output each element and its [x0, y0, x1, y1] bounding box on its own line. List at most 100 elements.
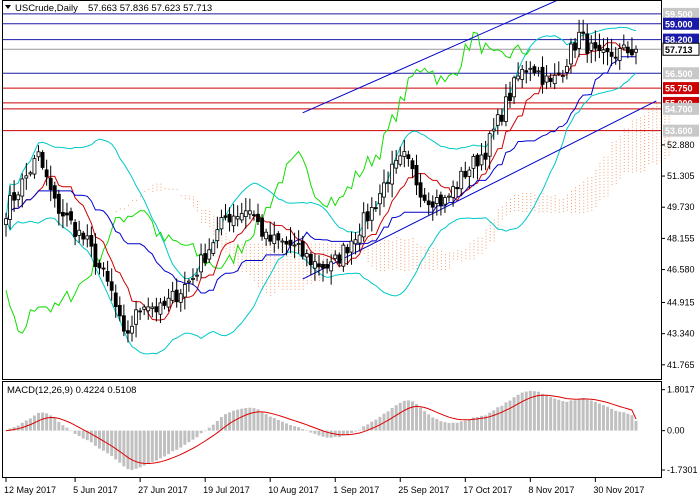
cloud-dot: [371, 244, 373, 246]
cloud-dot: [371, 241, 373, 243]
tenkan-line: [5, 41, 637, 321]
macd-bar: [154, 430, 158, 461]
cloud-dot: [302, 279, 304, 281]
cloud-dot: [343, 243, 345, 245]
cloud-dot: [469, 258, 471, 260]
macd-bar: [593, 401, 597, 431]
cloud-dot: [233, 255, 235, 257]
cloud-dot: [392, 247, 394, 249]
cloud-dot: [522, 195, 524, 197]
cloud-dot: [518, 207, 520, 208]
cloud-dot: [408, 242, 410, 244]
cloud-dot: [627, 158, 629, 160]
cloud-dot: [327, 246, 329, 248]
cloud-dot: [644, 167, 646, 168]
cloud-dot: [408, 257, 410, 259]
cloud-dot: [664, 116, 666, 117]
cloud-dot: [591, 207, 593, 209]
macd-bar: [402, 400, 406, 431]
cloud-dot: [127, 205, 129, 206]
cloud-dot: [603, 192, 605, 194]
cloud-dot: [156, 186, 158, 188]
channel-lower-line: [302, 100, 657, 280]
cloud-dot: [274, 249, 276, 251]
cloud-dot: [575, 211, 576, 213]
cloud-dot: [253, 279, 255, 281]
candle-body: [487, 133, 492, 157]
cloud-dot: [522, 204, 524, 206]
macd-bar: [317, 430, 321, 436]
cloud-dot: [388, 258, 390, 260]
cloud-dot: [290, 279, 292, 281]
trend-channel: [302, 0, 657, 280]
candle-body: [463, 170, 468, 178]
cloud-dot: [384, 249, 385, 251]
candle-body: [187, 280, 191, 283]
cloud-dot: [306, 267, 308, 269]
cloud-dot: [278, 276, 280, 278]
cloud-dot: [371, 256, 373, 258]
price-tick-label: 43.340: [667, 329, 695, 339]
cloud-dot: [294, 258, 296, 260]
cloud-dot: [603, 165, 605, 167]
candle-body: [508, 92, 512, 101]
cloud-dot: [327, 243, 329, 245]
cloud-dot: [619, 153, 621, 155]
macd-bar: [163, 430, 167, 457]
candle-body: [85, 235, 90, 240]
cloud-dot: [371, 262, 373, 264]
cloud-dot: [184, 198, 186, 200]
time-tick-label: 10 Aug 2017: [268, 485, 319, 495]
cloud-dot: [384, 267, 385, 269]
macd-bar: [545, 395, 549, 431]
cloud-dot: [656, 154, 658, 156]
macd-bar: [211, 424, 215, 431]
cloud-dot: [213, 230, 215, 232]
cloud-dot: [388, 267, 390, 269]
cloud-dot: [339, 249, 341, 251]
cloud-dot: [156, 183, 158, 185]
cloud-dot: [245, 255, 247, 257]
cloud-dot: [319, 258, 320, 260]
cloud-dot: [631, 126, 633, 128]
cloud-dot: [298, 279, 300, 281]
candle-body: [130, 325, 134, 334]
cloud-dot: [575, 208, 576, 210]
cloud-dot: [493, 228, 495, 230]
cloud-dot: [298, 285, 300, 287]
cloud-dot: [384, 261, 385, 263]
cloud-dot: [522, 210, 524, 212]
cloud-dot: [258, 282, 259, 284]
cloud-dot: [225, 233, 227, 235]
cloud-dot: [566, 194, 568, 196]
cloud-dot: [262, 267, 264, 269]
cloud-dot: [258, 264, 259, 266]
cloud-dot: [644, 161, 646, 162]
cloud-dot: [213, 233, 215, 235]
cloud-dot: [306, 258, 308, 260]
macd-bar: [207, 427, 211, 431]
cloud-dot: [599, 199, 601, 201]
cloud-dot: [481, 246, 483, 248]
cloud-dot: [266, 285, 268, 287]
cloud-dot: [579, 191, 581, 193]
candle-body: [32, 158, 37, 175]
cloud-dot: [290, 267, 292, 269]
cloud-dot: [619, 135, 621, 137]
cloud-dot: [652, 113, 654, 115]
cloud-dot: [652, 149, 654, 151]
macd-bar: [81, 430, 85, 439]
candle-body: [475, 154, 480, 167]
cloud-dot: [461, 257, 463, 259]
level-label: 53.600: [665, 126, 693, 136]
cloud-dot: [400, 247, 402, 249]
cloud-dot: [306, 270, 308, 272]
cloud-dot: [245, 258, 247, 260]
macd-bar: [423, 411, 427, 431]
cloud-dot: [363, 249, 365, 251]
cloud-dot: [424, 264, 426, 266]
cloud-dot: [282, 285, 284, 287]
cloud-dot: [412, 259, 414, 261]
cloud-dot: [388, 249, 390, 251]
macd-bar: [345, 430, 349, 435]
